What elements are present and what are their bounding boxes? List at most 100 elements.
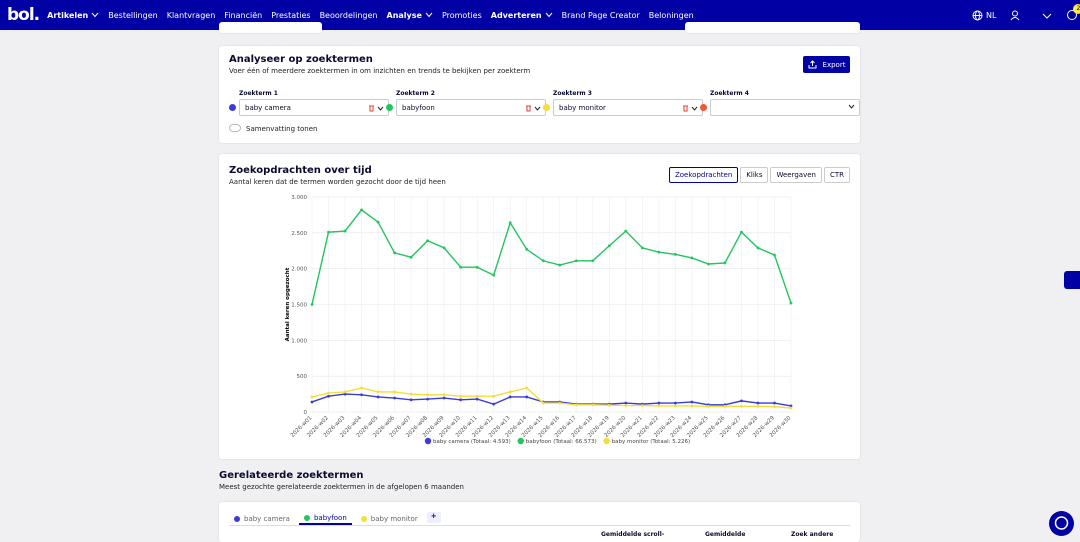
nav-item[interactable]: Beoordelingen xyxy=(319,10,378,20)
point xyxy=(657,250,661,254)
point xyxy=(756,404,760,408)
point xyxy=(773,253,776,257)
term-icons xyxy=(848,104,855,112)
term-value: babyfoon xyxy=(402,104,435,112)
language[interactable]: NL xyxy=(986,11,997,20)
nav-item[interactable]: Adverteren xyxy=(490,10,542,20)
point xyxy=(310,400,314,404)
term-label: Zoekterm 3 xyxy=(553,90,592,97)
column-header: Zoek andere xyxy=(791,531,834,538)
point xyxy=(574,259,578,263)
term-tabs: baby camera babyfoon baby monitor + xyxy=(229,512,850,526)
term-dot xyxy=(543,104,550,111)
point xyxy=(409,398,413,402)
point xyxy=(607,403,611,407)
point xyxy=(591,403,595,407)
point xyxy=(508,221,512,225)
export-button[interactable]: Export xyxy=(803,56,850,73)
term-tab[interactable]: baby camera xyxy=(229,512,295,525)
metric-tab[interactable]: CTR xyxy=(823,167,850,183)
nav-item[interactable]: Promoties xyxy=(441,10,482,20)
nav-right: NL 2 xyxy=(972,4,1080,22)
point xyxy=(525,247,529,251)
add-tab[interactable]: + xyxy=(426,512,441,523)
term-input[interactable]: baby camera xyxy=(239,99,389,116)
point xyxy=(442,396,446,400)
phone-button[interactable] xyxy=(1064,271,1080,289)
term-dot xyxy=(229,104,236,111)
related-title: Gerelateerde zoektermen xyxy=(219,470,364,481)
point xyxy=(707,404,710,408)
term-tab[interactable]: baby monitor xyxy=(356,512,423,525)
series-line xyxy=(311,387,792,409)
point xyxy=(492,394,496,398)
nav-items: Artikelen Bestellingen Klantvragen Financië… xyxy=(47,11,694,20)
point xyxy=(343,390,347,394)
point xyxy=(409,255,413,259)
y-tick-label: 2.500 xyxy=(291,231,307,237)
point xyxy=(492,273,496,277)
legend-label: baby monitor (Totaal: 5.226) xyxy=(612,439,690,445)
y-axis-label: Aantal keren opgezocht xyxy=(285,267,291,341)
point xyxy=(393,390,396,394)
term-input[interactable] xyxy=(710,99,860,116)
point xyxy=(558,401,562,405)
term-input[interactable]: baby monitor xyxy=(553,99,703,116)
point xyxy=(773,405,776,409)
metric-tab[interactable]: Zoekopdrachten xyxy=(668,167,739,183)
cart[interactable]: 2 xyxy=(1066,4,1080,22)
nav-item[interactable]: Financiën xyxy=(224,10,263,20)
metric-tab[interactable]: Kliks xyxy=(740,167,769,183)
term-tab[interactable]: babyfoon xyxy=(298,512,352,525)
point xyxy=(607,244,611,248)
point xyxy=(475,265,479,269)
term-label: Zoekterm 2 xyxy=(396,90,435,97)
search-card: Analyseer op zoektermen Voer één of meer… xyxy=(219,46,860,143)
search-term: Zoekterm 2 babyfoon xyxy=(386,90,546,116)
metric-tab[interactable]: Weergaven xyxy=(770,167,822,183)
point xyxy=(327,394,330,398)
point xyxy=(442,393,446,397)
point xyxy=(740,399,743,403)
subtitle: Voer één of meerdere zoektermen in om in… xyxy=(229,67,531,75)
point xyxy=(657,404,661,408)
point xyxy=(459,394,463,398)
series-line xyxy=(311,208,792,305)
legend-swatch xyxy=(424,437,432,445)
toggle-label: Samenvatting tonen xyxy=(246,125,318,133)
title: Zoekopdrachten over tijd xyxy=(229,165,372,176)
chart: 05001.0001.5002.0002.5003.0002026-w01202… xyxy=(285,195,793,445)
nav-item[interactable]: Brand Page Creator xyxy=(561,10,640,20)
column-header: Gemiddelde scroll- xyxy=(601,531,665,538)
user-icon[interactable] xyxy=(1010,10,1020,21)
point xyxy=(360,386,363,390)
point xyxy=(459,398,463,402)
logo[interactable]: bol. xyxy=(7,5,40,25)
nav-item[interactable]: Artikelen xyxy=(47,10,89,20)
toggle[interactable] xyxy=(229,124,241,132)
point xyxy=(475,397,479,401)
globe-icon[interactable] xyxy=(972,10,983,21)
nav-item[interactable]: Bestellingen xyxy=(108,10,158,20)
term-input[interactable]: babyfoon xyxy=(396,99,546,116)
point xyxy=(773,401,776,405)
nav-item[interactable]: Klantvragen xyxy=(166,10,216,20)
nav-item[interactable]: Prestaties xyxy=(271,10,311,20)
nav-item[interactable]: Beloningen xyxy=(648,10,694,20)
nav-item[interactable]: Analyse xyxy=(386,10,422,20)
chevron[interactable] xyxy=(1042,12,1052,20)
top-field xyxy=(219,22,322,33)
point xyxy=(426,393,430,397)
y-tick-label: 2.000 xyxy=(291,267,307,273)
search-term: Zoekterm 1 baby camera xyxy=(229,90,389,116)
point xyxy=(673,401,677,405)
point xyxy=(327,230,330,234)
point xyxy=(426,397,430,401)
point xyxy=(310,303,314,306)
point xyxy=(624,229,628,233)
term-dot xyxy=(700,104,707,111)
term-icons xyxy=(525,104,541,114)
chat-button[interactable] xyxy=(1049,511,1074,536)
point xyxy=(525,395,529,399)
